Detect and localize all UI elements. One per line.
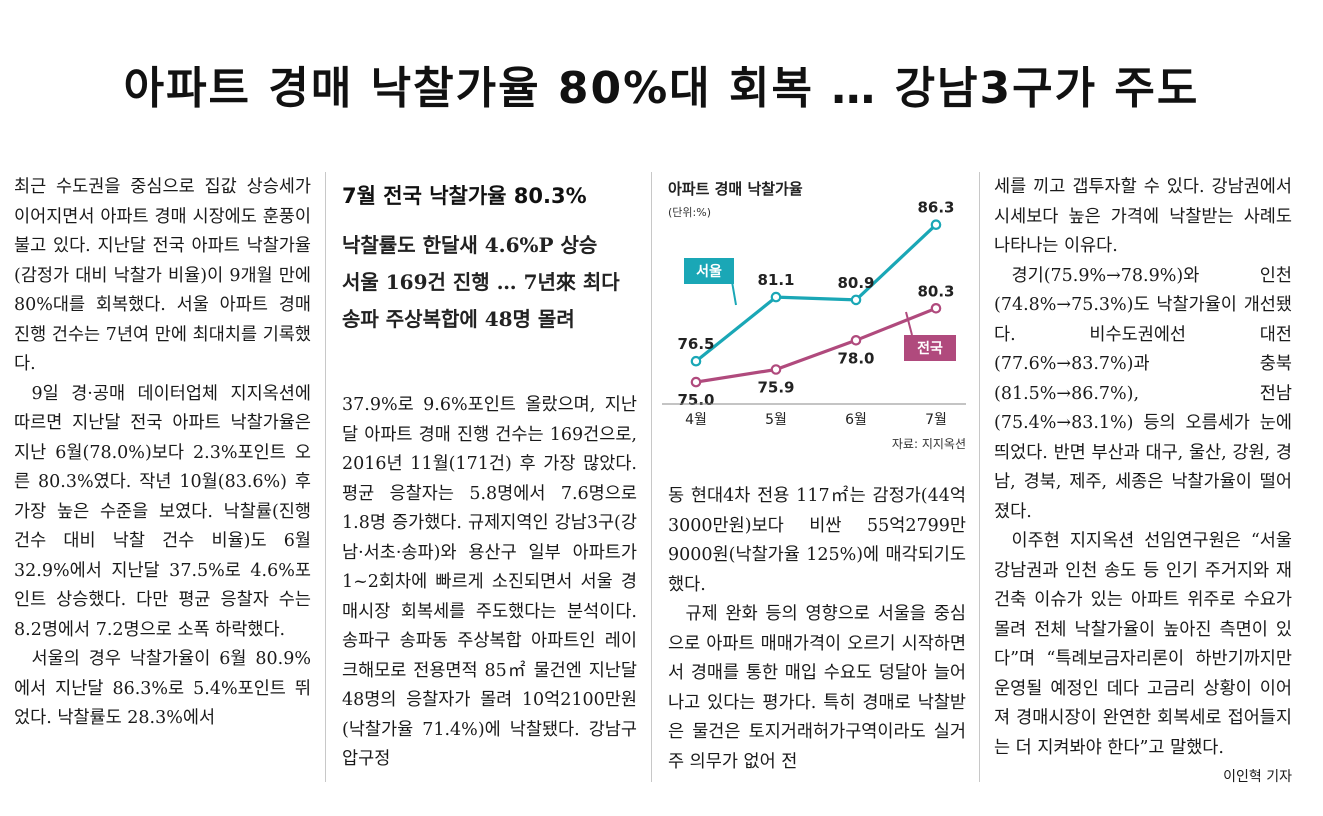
article-column-4: 세를 끼고 갭투자할 수 있다. 강남권에서 시세보다 높은 가격에 낙찰받는 … — [994, 173, 1292, 793]
chart-svg: 아파트 경매 낙찰가율 (단위:%) 76.5 81.1 80.9 86.3 서울 75.… — [662, 180, 966, 451]
series-line-2 — [695, 306, 937, 384]
x-tick-label: 5월 — [765, 412, 787, 428]
article-column-1: 최근 수도권을 중심으로 집값 상승세가 이어지면서 아파트 경매 시장에도 훈… — [14, 173, 311, 734]
paragraph: 서울의 경우 낙찰가율이 6월 80.9%에서 지난달 86.3%로 5.4%포… — [14, 649, 311, 728]
paragraph: 37.9%로 9.6%포인트 올랐으며, 지난달 아파트 경매 진행 건수는 1… — [342, 395, 637, 769]
paragraph: 이주현 지지옥션 선임연구원은 “서울 강남권과 인천 송도 등 인기 주거지와… — [994, 527, 1292, 785]
subhead-line: 서울 169건 진행 … 7년來 최다 — [342, 270, 620, 294]
data-label: 76.5 — [677, 335, 714, 353]
x-tick-label: 6월 — [845, 412, 867, 428]
byline: 이인혁 기자 — [1223, 769, 1292, 785]
data-label: 75.9 — [757, 379, 794, 397]
chart-unit: (단위:%) — [668, 206, 711, 219]
data-label: 78.0 — [837, 349, 874, 367]
data-point — [770, 364, 782, 375]
data-point — [850, 335, 862, 346]
x-tick-label: 7월 — [925, 412, 947, 428]
quote-text: 이주현 지지옥션 선임연구원은 “서울 강남권과 인천 송도 등 인기 주거지와… — [994, 531, 1292, 758]
chart-title: 아파트 경매 낙찰가율 — [668, 180, 803, 198]
data-label: 75.0 — [677, 391, 714, 409]
subhead-list: 낙찰률도 한달새 4.6%P 상승 서울 169건 진행 … 7년來 최다 송파… — [342, 227, 620, 338]
paragraph: 세를 끼고 갭투자할 수 있다. 강남권에서 시세보다 높은 가격에 낙찰받는 … — [994, 177, 1292, 256]
series-line-1 — [694, 223, 938, 363]
legend-tag — [904, 335, 956, 361]
data-label: 81.1 — [757, 271, 794, 289]
line-chart: 아파트 경매 낙찰가율 (단위:%) 76.5 81.1 80.9 86.3 서울 75.… — [662, 172, 972, 464]
data-point — [770, 291, 782, 303]
subhead-line: 낙찰률도 한달새 4.6%P 상승 — [342, 233, 598, 257]
subhead-line: 송파 주상복합에 48명 몰려 — [342, 307, 575, 331]
legend-tag — [684, 258, 734, 284]
column-divider — [979, 172, 980, 782]
data-point — [690, 355, 702, 367]
data-label: 86.3 — [917, 199, 954, 217]
headline: 아파트 경매 낙찰가율 80%대 회복 … 강남3구가 주도 — [123, 63, 1200, 114]
article-column-3: 동 현대4차 전용 117㎡는 감정가(44억3000만원)보다 비싼 55억2… — [668, 482, 966, 777]
data-label: 80.3 — [917, 282, 954, 300]
chart-source: 자료: 지지옥션 — [892, 437, 966, 451]
data-point — [850, 294, 862, 306]
paragraph: 규제 완화 등의 영향으로 서울을 중심으로 아파트 매매가격이 오르기 시작하… — [668, 604, 966, 772]
data-point — [930, 219, 942, 230]
legend-label: 서울 — [696, 263, 722, 280]
paragraph: 동 현대4차 전용 117㎡는 감정가(44억3000만원)보다 비싼 55억2… — [668, 486, 966, 595]
paragraph: 경기(75.9%→78.9%)와 인천(74.8%→75.3%)도 낙찰가율이 … — [994, 265, 1292, 522]
data-label: 80.9 — [837, 274, 874, 292]
legend-label: 전국 — [917, 340, 943, 357]
x-tick-label: 4월 — [685, 412, 707, 428]
column-divider — [325, 172, 326, 782]
article-column-2: 37.9%로 9.6%포인트 올랐으며, 지난달 아파트 경매 진행 건수는 1… — [342, 391, 637, 775]
data-point — [930, 303, 942, 314]
paragraph: 최근 수도권을 중심으로 집값 상승세가 이어지면서 아파트 경매 시장에도 훈… — [14, 177, 311, 374]
data-point — [690, 376, 702, 388]
legend-leader — [905, 311, 913, 336]
column-divider — [651, 172, 652, 782]
paragraph: 9일 경·공매 데이터업체 지지옥션에 따르면 지난달 전국 아파트 낙찰가율은… — [14, 383, 311, 640]
subhead-main: 7월 전국 낙찰가율 80.3% — [342, 184, 587, 208]
